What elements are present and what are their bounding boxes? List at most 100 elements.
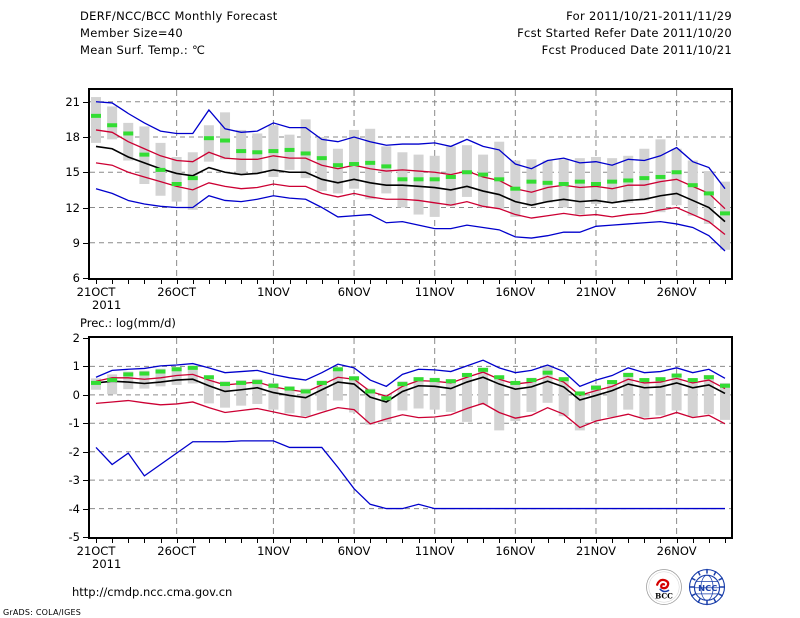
y-tick-label: 6 [72, 271, 80, 285]
x-tick-mark [305, 280, 307, 284]
x-tick-mark [563, 280, 565, 284]
y-tick-label: 2 [72, 331, 80, 345]
x-tick-mark [579, 539, 581, 543]
x-tick-mark [225, 280, 227, 284]
x-tick-mark [612, 280, 614, 284]
x-tick-mark [273, 280, 275, 284]
y-tick-mark [83, 242, 88, 244]
x-tick-mark [483, 539, 485, 543]
x-tick-mark [531, 280, 533, 284]
x-tick-mark [579, 280, 581, 284]
x-tick-mark [289, 539, 291, 543]
variable-label: Mean Surf. Temp.: ℃ [80, 43, 206, 57]
x-tick-mark [483, 280, 485, 284]
y-tick-mark [83, 480, 88, 482]
x-tick-mark [160, 539, 162, 543]
fcst-produced-date: Fcst Produced Date 2011/10/21 [541, 43, 732, 57]
y-tick-label: 15 [65, 165, 80, 180]
x-tick-mark [128, 539, 130, 543]
x-tick-mark [515, 280, 517, 284]
x-tick-mark [321, 539, 323, 543]
x-tick-mark [305, 539, 307, 543]
x-tick-mark [660, 539, 662, 543]
x-tick-mark [257, 539, 259, 543]
x-tick-mark [192, 539, 194, 543]
x-tick-label: 26NOV [656, 285, 697, 299]
y-tick-label: 9 [72, 235, 80, 250]
y-tick-mark [83, 278, 88, 279]
x-tick-mark [289, 280, 291, 284]
svg-text:BCC: BCC [655, 591, 673, 600]
bcc-logo-icon: BCC [646, 569, 682, 605]
x-tick-mark [692, 280, 694, 284]
y-tick-mark [83, 508, 88, 510]
x-tick-mark [644, 280, 646, 284]
y-tick-label: -5 [68, 530, 80, 544]
temperature-plot-svg [90, 90, 731, 278]
y-tick-label: -4 [68, 501, 80, 516]
x-tick-mark [466, 280, 468, 284]
x-tick-mark [370, 539, 372, 543]
x-tick-mark [676, 280, 678, 284]
x-tick-label: 11NOV [414, 285, 455, 299]
y-tick-mark [83, 366, 88, 368]
temperature-plot-area [88, 88, 733, 280]
precipitation-plot-area [88, 336, 733, 539]
x-tick-mark [450, 539, 452, 543]
x-tick-mark [176, 539, 178, 543]
year-label-top: 2011 [92, 298, 122, 312]
x-tick-mark [241, 280, 243, 284]
x-tick-mark [563, 539, 565, 543]
x-tick-mark [160, 280, 162, 284]
x-tick-mark [628, 539, 630, 543]
y-tick-mark [83, 137, 88, 138]
x-tick-mark [96, 280, 97, 284]
x-tick-mark [128, 280, 130, 284]
x-tick-mark [725, 280, 726, 284]
x-tick-mark [499, 539, 501, 543]
x-tick-label: 6NOV [337, 285, 371, 299]
x-tick-mark [434, 280, 436, 284]
x-tick-mark [354, 539, 356, 543]
x-tick-label: 11NOV [414, 544, 455, 558]
x-tick-label: 26OCT [157, 544, 197, 558]
x-tick-mark [708, 539, 710, 543]
x-tick-label: 21OCT [76, 285, 116, 299]
y-tick-label: -3 [68, 473, 80, 488]
x-tick-label: 1NOV [257, 544, 290, 558]
y-tick-mark [83, 423, 88, 425]
fcst-start-date: Fcst Started Refer Date 2011/10/20 [517, 26, 732, 40]
x-tick-label: 1NOV [257, 285, 290, 299]
svg-text:NCC: NCC [698, 583, 717, 593]
x-tick-mark [676, 539, 678, 543]
x-tick-mark [370, 280, 372, 284]
chart-title: DERF/NCC/BCC Monthly Forecast [80, 9, 278, 23]
x-tick-mark [644, 539, 646, 543]
y-tick-mark [83, 451, 88, 453]
x-tick-mark [96, 539, 97, 543]
y-tick-mark [83, 172, 88, 174]
x-tick-mark [112, 280, 114, 284]
x-tick-label: 16NOV [495, 544, 536, 558]
x-tick-label: 26OCT [157, 285, 197, 299]
website-url[interactable]: http://cmdp.ncc.cma.gov.cn [72, 585, 233, 599]
y-tick-mark [83, 207, 88, 209]
x-tick-mark [354, 280, 356, 284]
y-tick-label: -1 [68, 416, 80, 431]
y-tick-label: 12 [65, 200, 80, 215]
x-tick-mark [402, 280, 404, 284]
x-tick-mark [192, 280, 194, 284]
x-tick-mark [144, 539, 146, 543]
x-tick-mark [273, 539, 275, 543]
x-tick-mark [692, 539, 694, 543]
precipitation-plot-svg [90, 338, 731, 537]
x-tick-mark [628, 280, 630, 284]
x-tick-mark [708, 280, 710, 284]
x-tick-mark [208, 280, 210, 284]
x-tick-mark [434, 539, 436, 543]
x-tick-mark [547, 539, 549, 543]
x-tick-mark [418, 280, 420, 284]
x-tick-mark [176, 280, 178, 284]
y-tick-mark [83, 537, 88, 538]
x-tick-label: 21NOV [575, 544, 616, 558]
